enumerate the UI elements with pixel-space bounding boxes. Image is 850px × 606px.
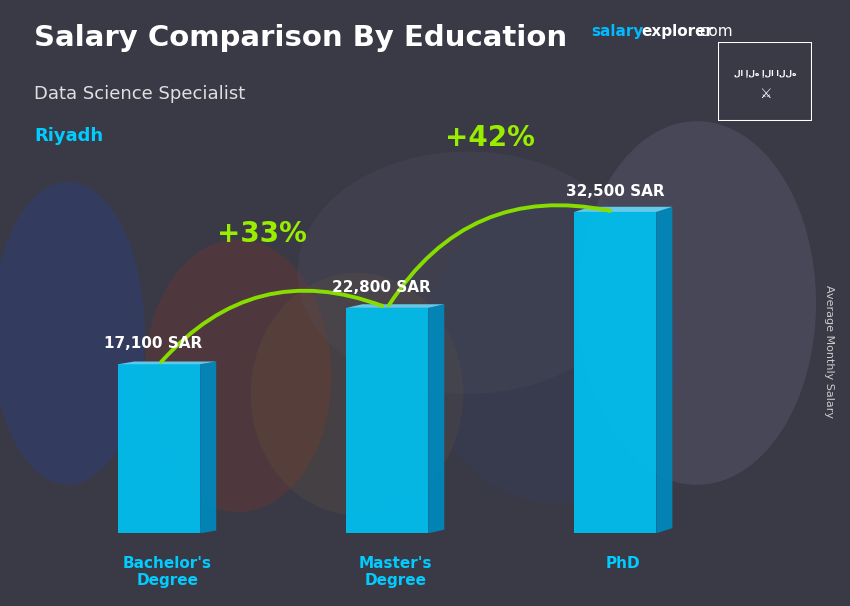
Polygon shape — [346, 308, 428, 533]
Text: Bachelor's
Degree: Bachelor's Degree — [122, 556, 212, 588]
Polygon shape — [575, 212, 656, 533]
Text: +42%: +42% — [445, 124, 535, 152]
Text: Data Science Specialist: Data Science Specialist — [34, 85, 246, 103]
Text: 17,100 SAR: 17,100 SAR — [104, 336, 202, 351]
Ellipse shape — [425, 200, 680, 503]
Text: salary: salary — [591, 24, 643, 39]
Polygon shape — [656, 207, 672, 533]
Text: PhD: PhD — [606, 556, 641, 571]
Text: ⚔: ⚔ — [759, 87, 771, 101]
Polygon shape — [346, 304, 445, 308]
Polygon shape — [575, 207, 672, 212]
Polygon shape — [200, 362, 216, 533]
Text: explorer: explorer — [642, 24, 714, 39]
Text: Riyadh: Riyadh — [34, 127, 103, 145]
Ellipse shape — [251, 273, 463, 515]
Text: 22,800 SAR: 22,800 SAR — [332, 280, 430, 295]
FancyArrowPatch shape — [388, 205, 610, 305]
Ellipse shape — [578, 121, 816, 485]
Polygon shape — [428, 304, 445, 533]
FancyArrowPatch shape — [161, 291, 382, 362]
Polygon shape — [118, 364, 200, 533]
Ellipse shape — [298, 152, 638, 394]
Text: .com: .com — [695, 24, 733, 39]
Text: Salary Comparison By Education: Salary Comparison By Education — [34, 24, 567, 52]
Polygon shape — [118, 362, 216, 364]
Text: +33%: +33% — [217, 220, 307, 248]
Ellipse shape — [144, 239, 332, 512]
Text: 32,500 SAR: 32,500 SAR — [565, 184, 664, 199]
Text: Average Monthly Salary: Average Monthly Salary — [824, 285, 834, 418]
Ellipse shape — [0, 182, 144, 485]
Text: لا إله إلا الله: لا إله إلا الله — [734, 68, 796, 77]
Text: Master's
Degree: Master's Degree — [359, 556, 432, 588]
